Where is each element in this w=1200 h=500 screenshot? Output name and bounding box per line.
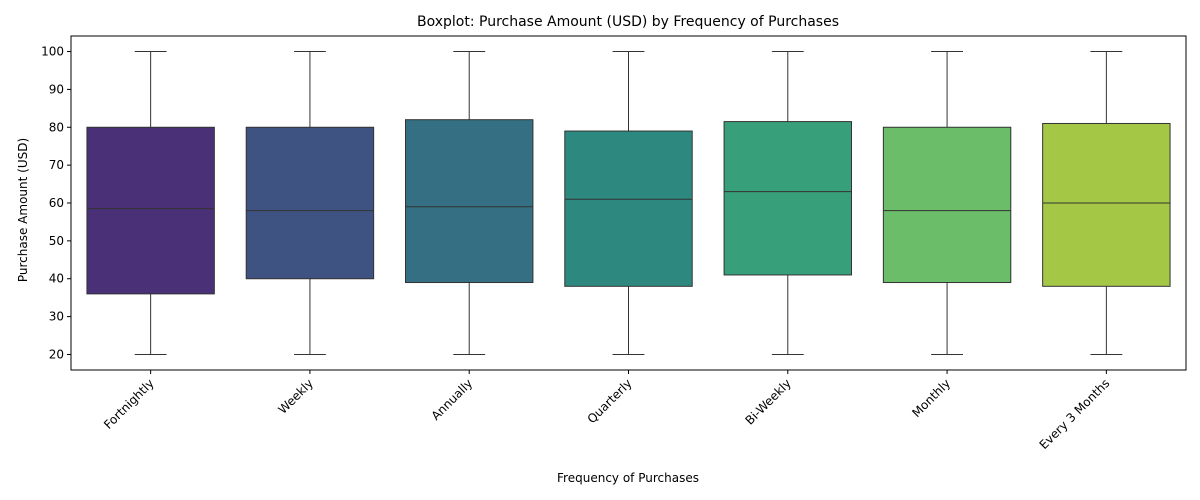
y-tick-label-70: 70 bbox=[49, 158, 64, 172]
box-bi-weekly bbox=[723, 121, 852, 276]
x-tick-label-every-3-months: Every 3 Months bbox=[1037, 376, 1113, 452]
x-tick-label-bi-weekly: Bi-Weekly bbox=[742, 376, 793, 427]
chart-title: Boxplot: Purchase Amount (USD) by Freque… bbox=[417, 14, 839, 30]
y-tick-label-50: 50 bbox=[49, 234, 64, 248]
x-tick-label-monthly: Monthly bbox=[909, 376, 953, 420]
box-quarterly bbox=[564, 130, 693, 287]
box-monthly bbox=[882, 126, 1012, 284]
plot-area: 20 30 40 50 60 70 80 90 100 Fortnightly Weekly Annu… bbox=[41, 35, 1187, 452]
box-weekly bbox=[245, 126, 375, 280]
y-tick-label-90: 90 bbox=[49, 82, 64, 96]
x-tick-label-annually: Annually bbox=[429, 376, 476, 423]
x-tick-label-weekly: Weekly bbox=[276, 376, 317, 417]
y-tick-label-40: 40 bbox=[49, 272, 64, 286]
x-tick-label-fortnightly: Fortnightly bbox=[101, 376, 157, 432]
y-tick-label-60: 60 bbox=[49, 196, 64, 210]
y-tick-label-30: 30 bbox=[49, 310, 64, 324]
y-axis-label: Purchase Amount (USD) bbox=[16, 138, 30, 282]
x-tick-label-quarterly: Quarterly bbox=[585, 376, 635, 426]
y-tick-label-100: 100 bbox=[41, 45, 64, 59]
box-annually bbox=[405, 119, 534, 284]
y-tick-label-20: 20 bbox=[49, 347, 64, 361]
box-fortnightly bbox=[86, 126, 215, 295]
y-tick-label-80: 80 bbox=[49, 120, 64, 134]
x-axis-label: Frequency of Purchases bbox=[557, 471, 699, 485]
axes-frame bbox=[70, 35, 1187, 371]
box-every-3-months bbox=[1042, 122, 1171, 287]
